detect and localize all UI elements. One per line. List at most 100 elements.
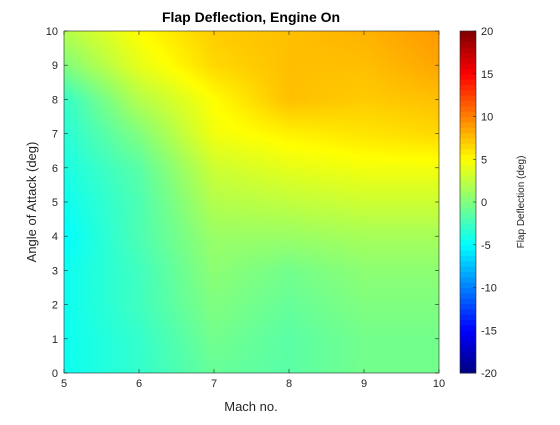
- heatmap-cell: [221, 143, 226, 148]
- heatmap-cell: [109, 263, 114, 268]
- heatmap-cell: [124, 44, 129, 49]
- heatmap-cell: [146, 270, 151, 275]
- heatmap-cell: [154, 44, 159, 49]
- heatmap-cell: [210, 130, 215, 135]
- heatmap-cell: [135, 160, 140, 165]
- heatmap-cell: [232, 229, 238, 234]
- heatmap-cell: [191, 140, 196, 145]
- heatmap-cell: [191, 243, 196, 248]
- heatmap-cell: [64, 362, 69, 367]
- heatmap-cell: [112, 44, 118, 49]
- heatmap-cell: [139, 266, 144, 271]
- heatmap-cell: [71, 140, 76, 145]
- heatmap-cell: [180, 51, 185, 56]
- heatmap-cell: [71, 48, 76, 53]
- heatmap-cell: [112, 212, 118, 217]
- heatmap-cell: [154, 68, 159, 73]
- heatmap-cell: [97, 297, 103, 302]
- heatmap-cell: [109, 178, 114, 183]
- heatmap-cell: [75, 205, 80, 210]
- heatmap-cell: [64, 229, 69, 234]
- heatmap-cell: [232, 85, 238, 90]
- heatmap-cell: [131, 44, 136, 49]
- heatmap-cell: [236, 314, 241, 319]
- heatmap-cell: [236, 277, 241, 282]
- heatmap-cell: [184, 31, 189, 36]
- heatmap-cell: [116, 349, 121, 354]
- heatmap-cell: [240, 263, 245, 268]
- heatmap-cell: [244, 44, 249, 49]
- heatmap-cell: [150, 41, 155, 46]
- heatmap-cell: [210, 31, 215, 36]
- heatmap-cell: [135, 178, 140, 183]
- heatmap-cell: [236, 236, 241, 241]
- heatmap-cell: [112, 198, 118, 203]
- heatmap-cell: [109, 297, 114, 302]
- heatmap-cell: [165, 41, 170, 46]
- heatmap-cell: [236, 109, 241, 114]
- heatmap-cell: [169, 249, 174, 254]
- heatmap-cell: [131, 37, 136, 42]
- heatmap-cell: [101, 304, 106, 309]
- heatmap-cell: [229, 225, 234, 230]
- heatmap-cell: [105, 236, 110, 241]
- heatmap-cell: [180, 78, 185, 83]
- heatmap-cell: [247, 48, 253, 53]
- heatmap-cell: [90, 191, 95, 196]
- heatmap-cell: [154, 256, 159, 261]
- heatmap-cell: [240, 335, 245, 340]
- heatmap-cell: [109, 150, 114, 155]
- heatmap-cell: [71, 82, 76, 87]
- heatmap-cell: [67, 160, 73, 165]
- heatmap-cell: [67, 304, 73, 309]
- heatmap-cell: [247, 140, 253, 145]
- heatmap-cell: [180, 37, 185, 42]
- heatmap-cell: [82, 195, 88, 200]
- heatmap-cell: [169, 82, 174, 87]
- heatmap-cell: [94, 130, 99, 135]
- heatmap-cell: [127, 335, 133, 340]
- heatmap-cell: [90, 137, 95, 142]
- heatmap-cell: [157, 150, 163, 155]
- heatmap-cell: [225, 328, 230, 333]
- heatmap-cell: [172, 280, 178, 285]
- heatmap-cell: [82, 208, 88, 213]
- heatmap-cell: [75, 232, 80, 237]
- heatmap-cell: [124, 225, 129, 230]
- heatmap-cell: [214, 205, 219, 210]
- heatmap-cell: [229, 335, 234, 340]
- heatmap-cell: [135, 133, 140, 138]
- heatmap-cell: [236, 335, 241, 340]
- heatmap-cell: [120, 369, 125, 373]
- heatmap-cell: [247, 345, 253, 350]
- heatmap-cell: [105, 260, 110, 265]
- heatmap-cell: [97, 178, 103, 183]
- heatmap-cell: [210, 143, 215, 148]
- heatmap-cell: [109, 37, 114, 42]
- heatmap-cell: [191, 273, 196, 278]
- heatmap-cell: [112, 260, 118, 265]
- heatmap-cell: [195, 44, 200, 49]
- heatmap-cell: [157, 335, 163, 340]
- heatmap-cell: [116, 37, 121, 42]
- heatmap-cell: [109, 273, 114, 278]
- heatmap-cell: [180, 202, 185, 207]
- heatmap-cell: [172, 366, 178, 371]
- heatmap-cell: [101, 345, 106, 350]
- heatmap-cell: [75, 304, 80, 309]
- heatmap-cell: [217, 85, 223, 90]
- heatmap-cell: [116, 294, 121, 299]
- heatmap-cell: [101, 65, 106, 70]
- heatmap-cell: [79, 34, 84, 39]
- heatmap-cell: [214, 41, 219, 46]
- heatmap-cell: [210, 246, 215, 251]
- heatmap-cell: [206, 72, 211, 77]
- heatmap-cell: [165, 243, 170, 248]
- heatmap-cell: [172, 205, 178, 210]
- heatmap-cell: [157, 68, 163, 73]
- heatmap-cell: [94, 325, 99, 330]
- heatmap-cell: [247, 154, 253, 159]
- heatmap-cell: [131, 311, 136, 316]
- heatmap-cell: [206, 359, 211, 364]
- heatmap-cell: [127, 174, 133, 179]
